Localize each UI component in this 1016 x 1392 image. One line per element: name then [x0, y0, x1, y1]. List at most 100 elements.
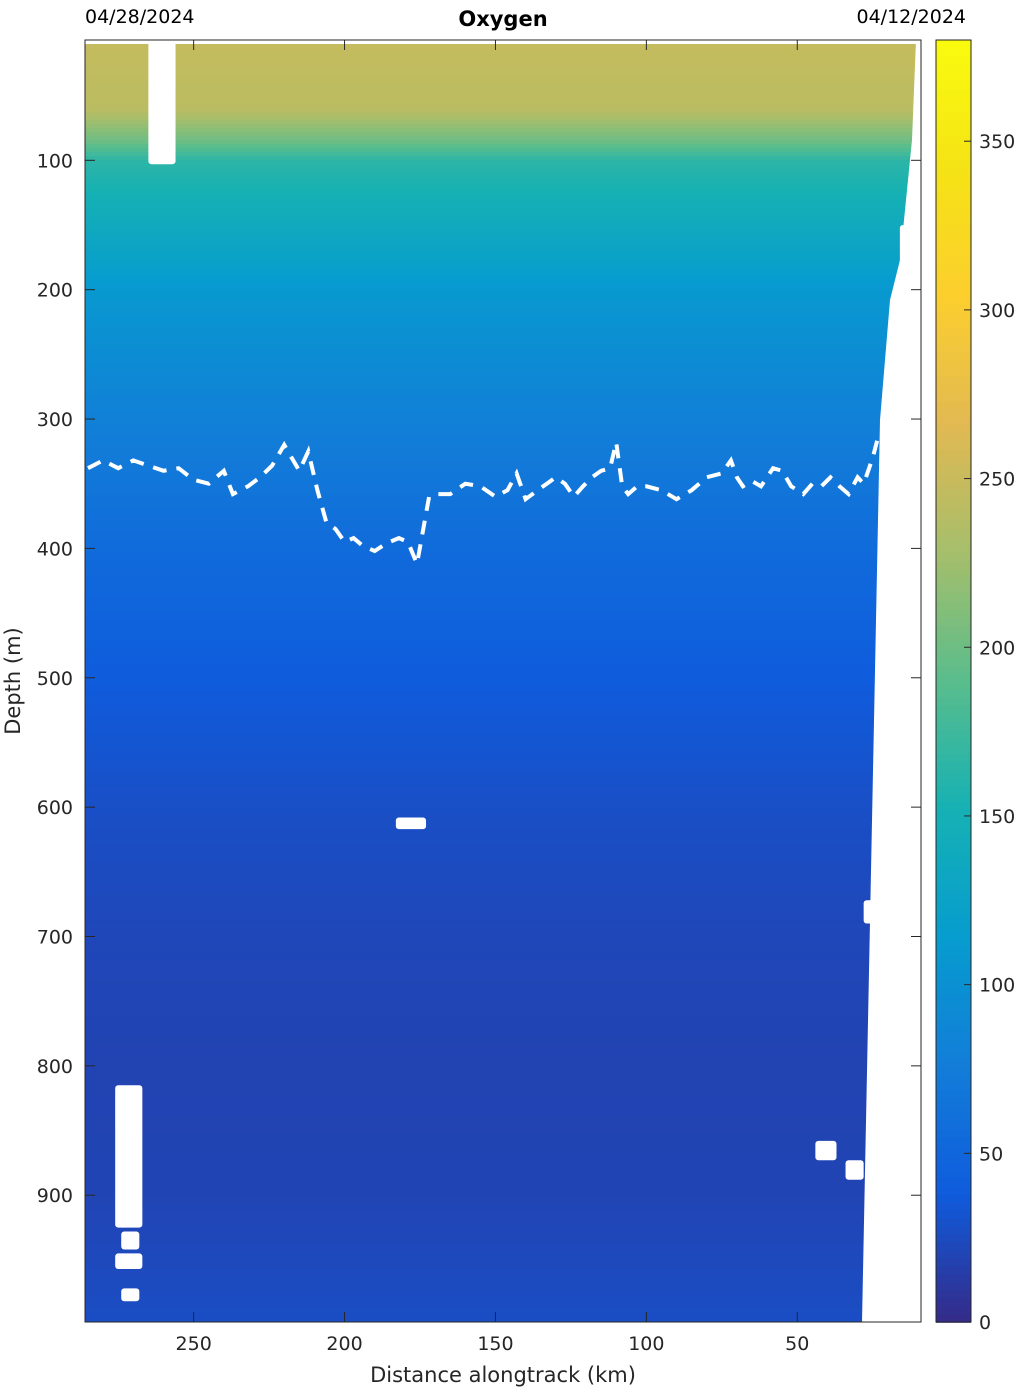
heat-band: [85, 748, 921, 753]
heat-band: [85, 684, 921, 689]
heat-band: [85, 488, 921, 493]
heat-band: [85, 736, 921, 741]
heat-band: [85, 136, 921, 141]
heat-band: [85, 836, 921, 841]
heat-band: [85, 880, 921, 885]
colorbar-tick-label: 150: [979, 806, 1015, 828]
data-gap: [121, 1231, 140, 1250]
heat-band: [85, 424, 921, 429]
colorbar-band: [936, 184, 971, 194]
heat-band: [85, 172, 921, 177]
heat-band: [85, 264, 921, 269]
colorbar-band: [936, 1033, 971, 1043]
heat-band: [85, 312, 921, 317]
heat-band: [85, 1144, 921, 1149]
heat-band: [85, 1136, 921, 1141]
heat-band: [85, 1080, 921, 1085]
heat-band: [85, 364, 921, 369]
heat-band: [85, 220, 921, 225]
colorbar-band: [936, 881, 971, 891]
start-date-label: 04/28/2024: [85, 6, 195, 28]
heat-band: [85, 208, 921, 213]
heat-band: [85, 1304, 921, 1309]
heat-band: [85, 1312, 921, 1317]
colorbar-band: [936, 384, 971, 394]
heat-band: [85, 804, 921, 809]
heat-band: [85, 280, 921, 285]
heat-band: [85, 1012, 921, 1017]
colorbar-band: [936, 120, 971, 129]
oxygen-field: [85, 40, 921, 1322]
heat-band: [85, 380, 921, 385]
heat-band: [85, 124, 921, 129]
colorbar-band: [936, 416, 971, 426]
heat-band: [85, 1148, 921, 1153]
heat-band: [85, 824, 921, 829]
data-gap: [121, 1288, 140, 1302]
heat-band: [85, 1036, 921, 1041]
colorbar-band: [936, 1041, 971, 1051]
colorbar-band: [936, 849, 971, 859]
y-tick-label: 600: [37, 797, 73, 819]
heat-band: [85, 576, 921, 581]
colorbar-band: [936, 528, 971, 538]
heat-band: [85, 284, 921, 289]
colorbar-band: [936, 256, 971, 266]
heat-band: [85, 132, 921, 137]
y-tick-label: 200: [37, 280, 73, 302]
colorbar-band: [936, 536, 971, 546]
heat-band: [85, 64, 921, 69]
heat-band: [85, 788, 921, 793]
heat-band: [85, 116, 921, 121]
data-gap: [899, 224, 912, 310]
heat-band: [85, 668, 921, 673]
colorbar-band: [936, 1161, 971, 1171]
colorbar-band: [936, 216, 971, 226]
heat-band: [85, 196, 921, 201]
heat-band: [85, 992, 921, 997]
heat-band: [85, 564, 921, 569]
colorbar-band: [936, 192, 971, 202]
colorbar-band: [936, 312, 971, 322]
heat-band: [85, 772, 921, 777]
heat-band: [85, 184, 921, 189]
heat-band: [85, 80, 921, 85]
heat-band: [85, 1024, 921, 1029]
heat-band: [85, 316, 921, 321]
heat-band: [85, 292, 921, 297]
heat-band: [85, 508, 921, 513]
colorbar-band: [936, 408, 971, 418]
heat-band: [85, 1260, 921, 1265]
heat-band: [85, 744, 921, 749]
colorbar-band: [936, 921, 971, 931]
heat-band: [85, 1240, 921, 1245]
colorbar-tick-label: 200: [979, 637, 1015, 659]
colorbar-band: [936, 929, 971, 939]
y-tick-label: 900: [37, 1185, 73, 1207]
plot-frame: [84, 39, 922, 1323]
heat-band: [85, 228, 921, 233]
colorbar-band: [936, 753, 971, 762]
heat-band: [85, 308, 921, 313]
heat-band: [85, 440, 921, 445]
colorbar-band: [936, 993, 971, 1003]
heat-band: [85, 448, 921, 453]
heat-band: [85, 844, 921, 849]
heat-band: [85, 88, 921, 93]
heat-band: [85, 832, 921, 837]
heat-band: [85, 1176, 921, 1181]
heat-band: [85, 1000, 921, 1005]
colorbar-band: [936, 1193, 971, 1203]
heat-band: [85, 900, 921, 905]
colorbar-band: [936, 480, 971, 490]
colorbar-band: [936, 88, 971, 97]
heat-band: [85, 1040, 921, 1045]
heat-band: [85, 1272, 921, 1277]
data-gap: [115, 1253, 143, 1269]
colorbar-band: [936, 769, 971, 778]
heat-band: [85, 928, 921, 933]
colorbar-band: [936, 352, 971, 362]
plot-area: [85, 40, 921, 1322]
heat-band: [85, 1048, 921, 1053]
colorbar: 0 50 100 150 200 250 300 350: [935, 39, 1015, 1334]
